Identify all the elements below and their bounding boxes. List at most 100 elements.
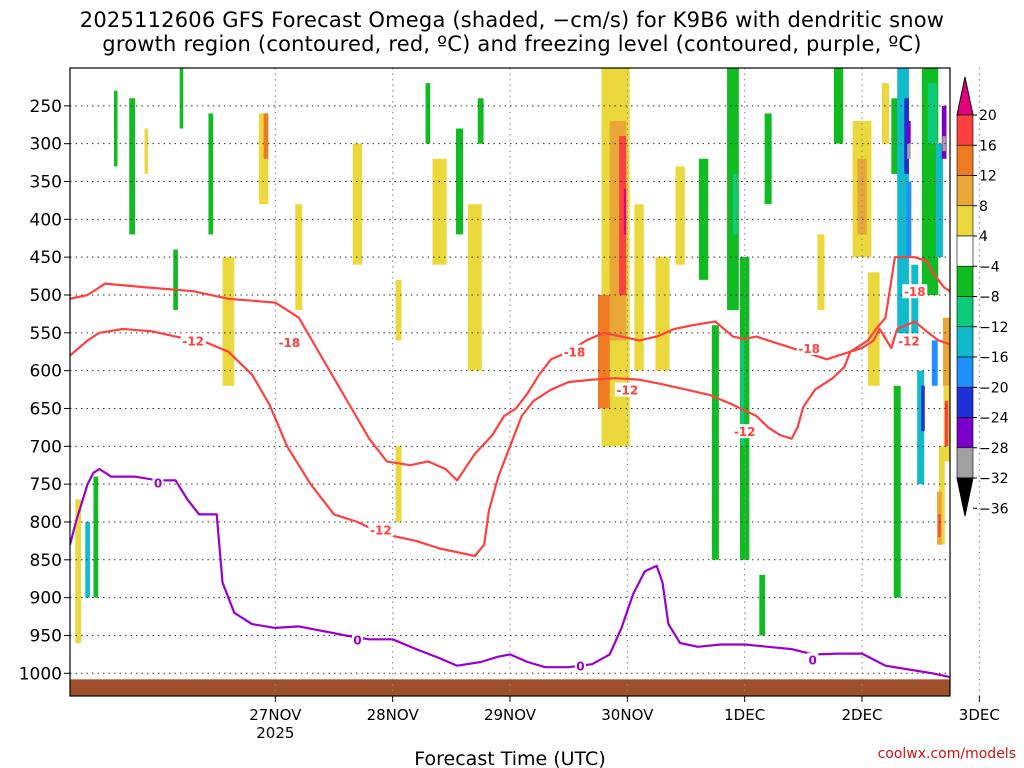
contour-label: 0 <box>353 633 361 647</box>
x-tick-label: 3DEC <box>959 706 1000 724</box>
omega-shade-band <box>179 68 184 129</box>
colorbar-label: −36 <box>979 501 1009 517</box>
colorbar-label: −16 <box>979 350 1009 366</box>
y-tick-label: 650 <box>30 399 62 419</box>
colorbar-swatch <box>956 356 974 388</box>
omega-shade-band <box>857 158 867 235</box>
colorbar-bottom-arrow <box>956 477 974 517</box>
omega-shade-band <box>208 113 214 235</box>
colorbar-label: 4 <box>979 229 988 245</box>
omega-shade-band <box>904 98 909 174</box>
contour--12C <box>70 320 950 558</box>
contour-label: 0 <box>154 477 162 491</box>
y-tick-label: 1000 <box>19 664 62 684</box>
contour-label-bg <box>902 284 928 299</box>
omega-shade-band <box>467 204 482 371</box>
y-tick-label: 800 <box>30 513 62 533</box>
contour-0C <box>70 467 950 679</box>
omega-shade-band <box>927 83 938 144</box>
omega-shade-band <box>739 257 750 560</box>
colorbar-swatch <box>956 114 974 146</box>
omega-shade-band <box>942 136 946 152</box>
y-tick-label: 450 <box>30 248 62 268</box>
contour-label-bg <box>368 522 394 537</box>
omega-shade-band <box>456 128 464 235</box>
colorbar-swatch <box>956 386 974 418</box>
omega-shade-band <box>833 68 844 144</box>
omega-shade-band <box>931 340 938 386</box>
colorbar-legend: 20 16 12 8 4 −4 −8 −12 −16 −20 −24 −28 −32 −36 <box>956 76 1009 517</box>
colorbar-swatch <box>956 265 974 297</box>
chart-title-line-2: growth region (contoured, red, ºC) and f… <box>102 32 922 56</box>
contour-layer <box>70 256 950 679</box>
x-tick-label: 30NOV <box>601 706 654 724</box>
x-tick-label: 29NOV <box>484 706 537 724</box>
colorbar-label: −32 <box>979 471 1009 487</box>
omega-shade-band <box>941 105 947 159</box>
omega-shade-band <box>598 294 610 409</box>
omega-shade-band <box>395 446 402 522</box>
x-tick-sublabel: 2025 <box>256 724 294 742</box>
omega-shade-band <box>619 136 627 295</box>
contour-label: -12 <box>616 384 638 398</box>
omega-shade-band <box>295 204 303 311</box>
contour-label: 0 <box>576 660 584 674</box>
contour-label-bg <box>276 334 302 349</box>
colorbar-label: −20 <box>979 380 1009 396</box>
y-tick-label: 250 <box>30 97 62 117</box>
colorbar-swatch <box>956 447 974 479</box>
omega-shade-band <box>732 173 738 235</box>
omega-shade-band <box>881 83 889 144</box>
contour-label-bg <box>574 658 586 673</box>
omega-shade-band <box>114 90 118 167</box>
omega-shade-band <box>477 98 484 144</box>
colorbar-label: −24 <box>979 411 1009 427</box>
omega-shade-band <box>867 272 880 386</box>
x-tick-label: 1DEC <box>724 706 765 724</box>
omega-shade-band <box>395 279 402 341</box>
x-tick-label: 28NOV <box>367 706 420 724</box>
omega-shade-band <box>817 234 825 311</box>
contour-label: -18 <box>798 342 820 356</box>
contour-label-bg <box>614 382 640 397</box>
y-tick-label: 950 <box>30 626 62 646</box>
contour-label: -12 <box>734 425 756 439</box>
colorbar-label: 16 <box>979 138 997 154</box>
omega-shade-band <box>907 120 911 144</box>
omega-shade-band <box>944 400 949 447</box>
colorbar-swatch <box>956 296 974 328</box>
y-tick-label: 500 <box>30 286 62 306</box>
omega-shade-band <box>93 476 99 598</box>
contour-label: -12 <box>370 524 392 538</box>
y-tick-label: 350 <box>30 172 62 192</box>
colorbar-label: 20 <box>979 108 997 124</box>
y-tick-label: 850 <box>30 551 62 571</box>
contour-label-bg <box>180 333 206 348</box>
omega-shade-band <box>938 514 941 538</box>
colorbar-swatch <box>956 326 974 358</box>
y-axis: 250 300 350 400 450 500 550 600 650 700 750 800 850 9… <box>19 97 70 684</box>
colorbar-label: −4 <box>979 259 1000 275</box>
colorbar-swatch <box>956 205 974 237</box>
omega-shade-band <box>432 158 447 265</box>
colorbar-label: −28 <box>979 441 1009 457</box>
contour-label-bg <box>896 333 922 348</box>
contour-label: -12 <box>898 334 920 348</box>
omega-shade-band <box>144 128 149 174</box>
y-tick-label: 300 <box>30 135 62 155</box>
omega-shade-band <box>173 249 178 311</box>
ground-fill <box>70 679 950 696</box>
chart-title-line-1: 2025112606 GFS Forecast Omega (shaded, −… <box>79 8 945 32</box>
omega-shade-band <box>907 143 911 159</box>
colorbar-swatch <box>956 235 974 267</box>
watermark-text: coolwx.com/models <box>878 746 1016 762</box>
contour-label-bg <box>807 652 819 667</box>
y-tick-label: 700 <box>30 437 62 457</box>
omega-shade-band <box>352 143 363 265</box>
colorbar-label: 8 <box>979 199 988 215</box>
omega-shade-band <box>129 98 136 235</box>
contour-label-bg <box>562 344 588 359</box>
omega-shade-band <box>897 68 909 341</box>
